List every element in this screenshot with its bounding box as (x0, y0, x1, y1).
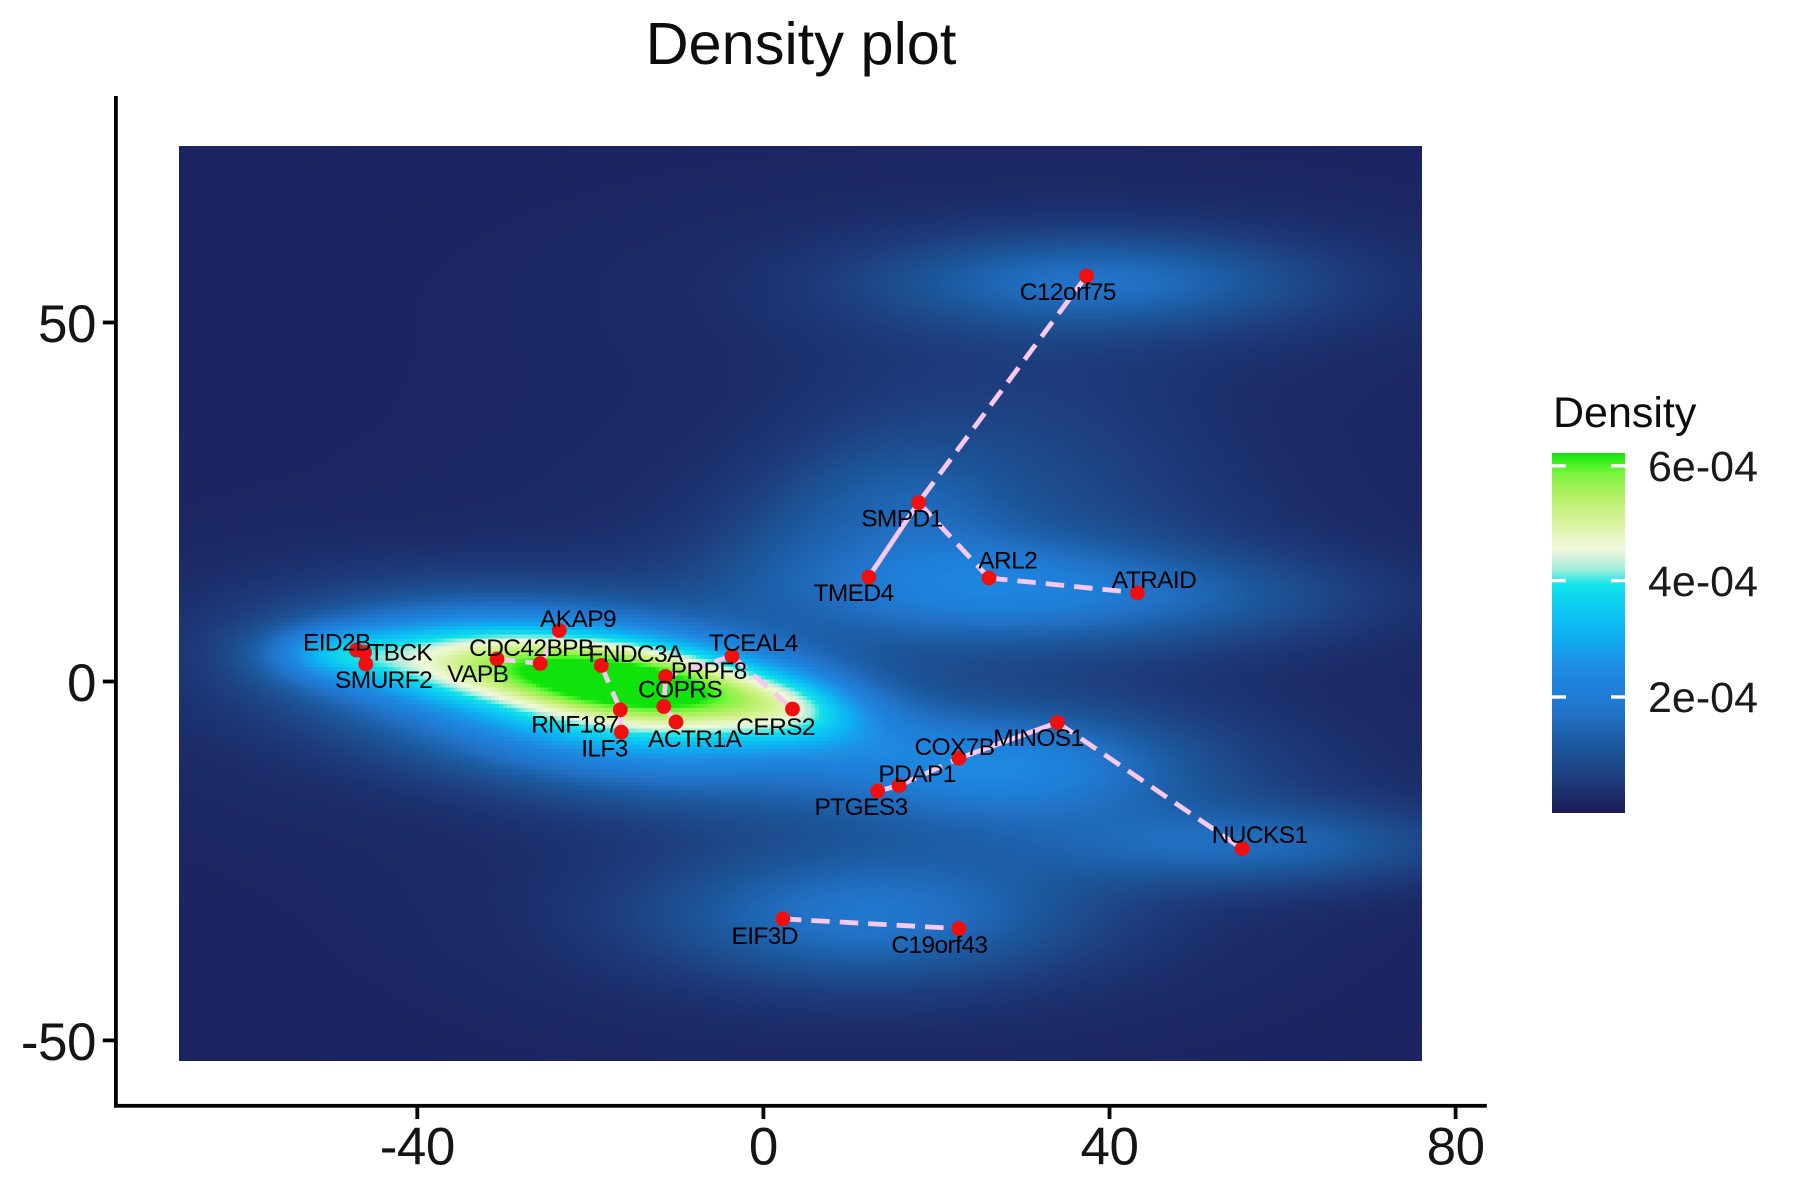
svg-text:SMPD1: SMPD1 (861, 506, 942, 533)
svg-text:PTGES3: PTGES3 (815, 794, 908, 821)
svg-text:C19orf43: C19orf43 (891, 932, 987, 959)
svg-text:COPRS: COPRS (638, 676, 722, 703)
svg-text:4e-04: 4e-04 (1648, 558, 1758, 606)
svg-text:-40: -40 (380, 1118, 455, 1177)
svg-text:ATRAID: ATRAID (1112, 567, 1196, 594)
svg-text:C12orf75: C12orf75 (1020, 279, 1116, 306)
svg-text:ACTR1A: ACTR1A (648, 726, 742, 753)
svg-text:-50: -50 (21, 1013, 96, 1072)
svg-text:Density plot: Density plot (646, 10, 957, 77)
svg-text:VAPB: VAPB (447, 661, 508, 688)
svg-text:0: 0 (67, 654, 96, 713)
svg-text:50: 50 (38, 295, 96, 354)
svg-text:NUCKS1: NUCKS1 (1212, 822, 1308, 849)
svg-text:COX7B: COX7B (914, 734, 994, 761)
svg-text:80: 80 (1427, 1118, 1485, 1177)
svg-text:MINOS1: MINOS1 (993, 725, 1083, 752)
svg-text:EIF3D: EIF3D (731, 923, 797, 950)
svg-text:SMURF2: SMURF2 (335, 667, 432, 694)
svg-text:PDAP1: PDAP1 (878, 761, 955, 788)
svg-text:ARL2: ARL2 (978, 547, 1037, 574)
svg-text:ILF3: ILF3 (581, 735, 628, 762)
svg-text:PRPF8: PRPF8 (671, 658, 747, 685)
svg-text:EID2B: EID2B (303, 630, 371, 657)
svg-text:TBCK: TBCK (369, 640, 433, 667)
svg-text:2e-04: 2e-04 (1648, 674, 1758, 722)
svg-text:6e-04: 6e-04 (1648, 443, 1758, 491)
svg-text:AKAP9: AKAP9 (540, 606, 616, 633)
svg-text:FNDC3A: FNDC3A (588, 641, 684, 668)
svg-text:0: 0 (749, 1118, 778, 1177)
svg-text:40: 40 (1081, 1118, 1139, 1177)
svg-text:TMED4: TMED4 (813, 580, 893, 607)
svg-text:Density: Density (1553, 389, 1697, 437)
svg-text:RNF187: RNF187 (531, 712, 619, 739)
svg-text:TCEAL4: TCEAL4 (709, 630, 798, 657)
svg-text:CDC42BPB: CDC42BPB (469, 635, 594, 662)
svg-text:CERS2: CERS2 (736, 714, 815, 741)
